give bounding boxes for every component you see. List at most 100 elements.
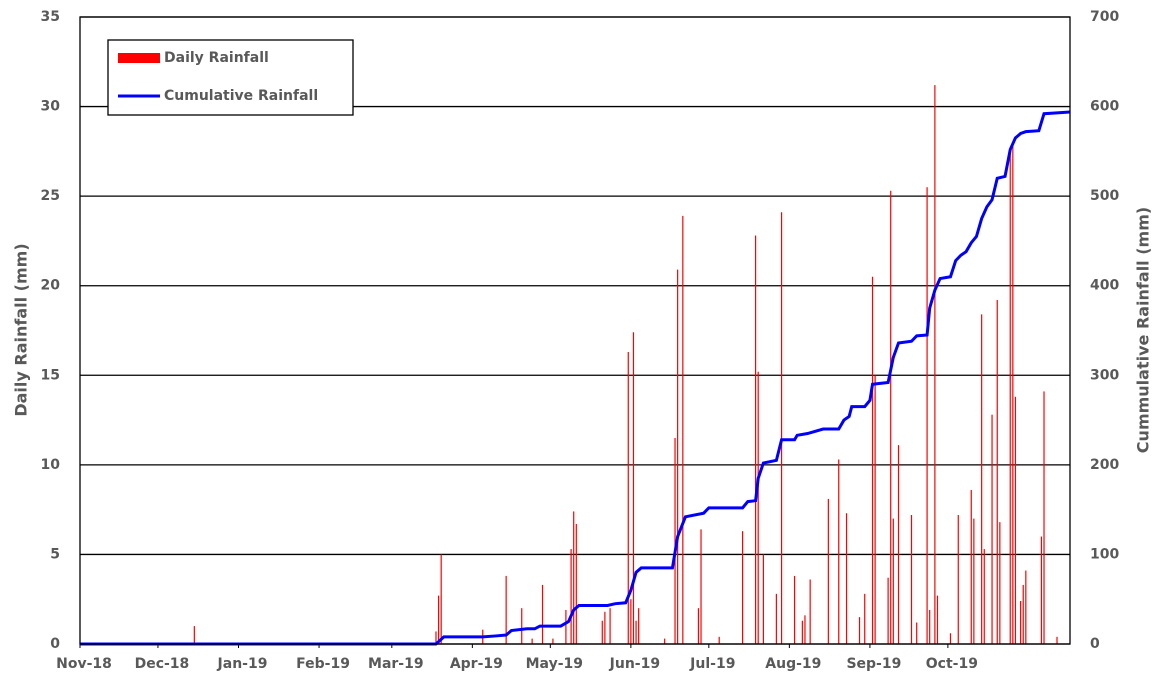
bar: [635, 620, 637, 644]
y2-tick-label: 600: [1090, 99, 1119, 115]
bar: [552, 638, 554, 644]
bar: [916, 622, 918, 644]
y-tick-label: 30: [41, 99, 61, 115]
bar: [754, 235, 757, 644]
bar: [1043, 391, 1045, 644]
x-tick-label: May-19: [526, 656, 583, 672]
bar: [521, 608, 523, 644]
legend-swatch: [118, 53, 160, 63]
x-tick-label: Nov-18: [56, 656, 112, 672]
cumulative-line: [80, 110, 1071, 646]
bar: [757, 371, 759, 644]
bar: [1040, 536, 1043, 644]
y-tick-label: 10: [41, 457, 61, 473]
bar: [874, 375, 876, 644]
bar: [531, 638, 533, 644]
bar: [801, 620, 803, 644]
bar: [1020, 601, 1022, 644]
legend-label: Daily Rainfall: [164, 50, 269, 66]
y2-tick-label: 100: [1090, 546, 1119, 562]
bar: [682, 215, 684, 644]
legend-label: Cumulative Rainfall: [164, 88, 318, 104]
y-tick-label: 5: [50, 546, 60, 562]
bar: [505, 575, 507, 644]
bar: [632, 332, 635, 644]
bar: [890, 190, 892, 645]
bar: [910, 515, 913, 644]
bar: [762, 554, 764, 644]
bar: [565, 609, 567, 644]
bar: [437, 595, 440, 644]
bar: [780, 212, 783, 644]
y2-tick-label: 0: [1090, 636, 1100, 652]
bar: [630, 599, 632, 644]
bar: [858, 617, 861, 644]
y-tick-label: 35: [41, 9, 60, 25]
bar: [741, 531, 744, 644]
bar: [845, 513, 848, 644]
bar: [970, 489, 972, 644]
y2-axis-title: Cummulative Rainfall (mm): [1134, 207, 1153, 453]
bar: [718, 636, 720, 644]
bar: [871, 276, 874, 644]
bar: [677, 269, 679, 644]
bar: [435, 631, 437, 644]
bar: [674, 437, 676, 644]
x-tick-label: Jun-19: [609, 656, 660, 672]
x-tick-label: Oct-19: [926, 656, 978, 672]
bar: [664, 638, 666, 644]
bar: [627, 351, 629, 644]
bar: [601, 620, 603, 644]
bar: [991, 414, 993, 644]
y2-tick-label: 400: [1090, 278, 1119, 294]
y-axis-title: Daily Rainfall (mm): [12, 243, 31, 416]
bar: [983, 549, 985, 644]
x-tick-label: Apr-19: [450, 656, 503, 672]
bar: [887, 577, 889, 644]
bar: [638, 608, 640, 644]
x-tick-label: Jan-19: [217, 656, 268, 672]
bar: [1009, 151, 1011, 644]
x-tick-label: Dec-18: [135, 656, 190, 672]
bar: [700, 529, 702, 644]
bar: [892, 518, 894, 644]
bar: [804, 615, 806, 644]
bar: [936, 595, 939, 644]
x-tick-label: Jul-19: [689, 656, 735, 672]
bar: [604, 611, 606, 644]
bar: [864, 593, 866, 644]
bar: [929, 609, 931, 644]
bar: [827, 498, 829, 644]
x-tick-label: Sep-19: [846, 656, 901, 672]
y-tick-label: 25: [41, 188, 60, 204]
bar: [570, 549, 572, 644]
bar: [541, 584, 544, 644]
bar: [809, 579, 811, 644]
bar: [926, 187, 928, 644]
bar: [1012, 142, 1014, 644]
y2-tick-label: 300: [1090, 367, 1119, 383]
bar: [996, 300, 998, 644]
bar: [1014, 396, 1017, 644]
bar: [193, 626, 195, 644]
bar: [838, 459, 840, 644]
bar: [440, 554, 442, 644]
x-tick-label: Feb-19: [296, 656, 350, 672]
bar: [999, 522, 1001, 644]
bar: [949, 633, 952, 644]
bar: [897, 445, 900, 644]
bar: [957, 515, 959, 644]
bar: [775, 593, 777, 644]
x-tick-label: Aug-19: [765, 656, 821, 672]
legend-box: [107, 39, 354, 116]
bar: [981, 314, 983, 644]
y2-tick-label: 500: [1090, 188, 1119, 204]
y-tick-label: 15: [41, 367, 60, 383]
bar: [1025, 570, 1027, 644]
bar: [793, 575, 796, 644]
y2-tick-label: 700: [1090, 9, 1119, 25]
bar: [973, 518, 975, 644]
bar: [934, 85, 936, 645]
x-tick-label: Mar-19: [368, 656, 424, 672]
